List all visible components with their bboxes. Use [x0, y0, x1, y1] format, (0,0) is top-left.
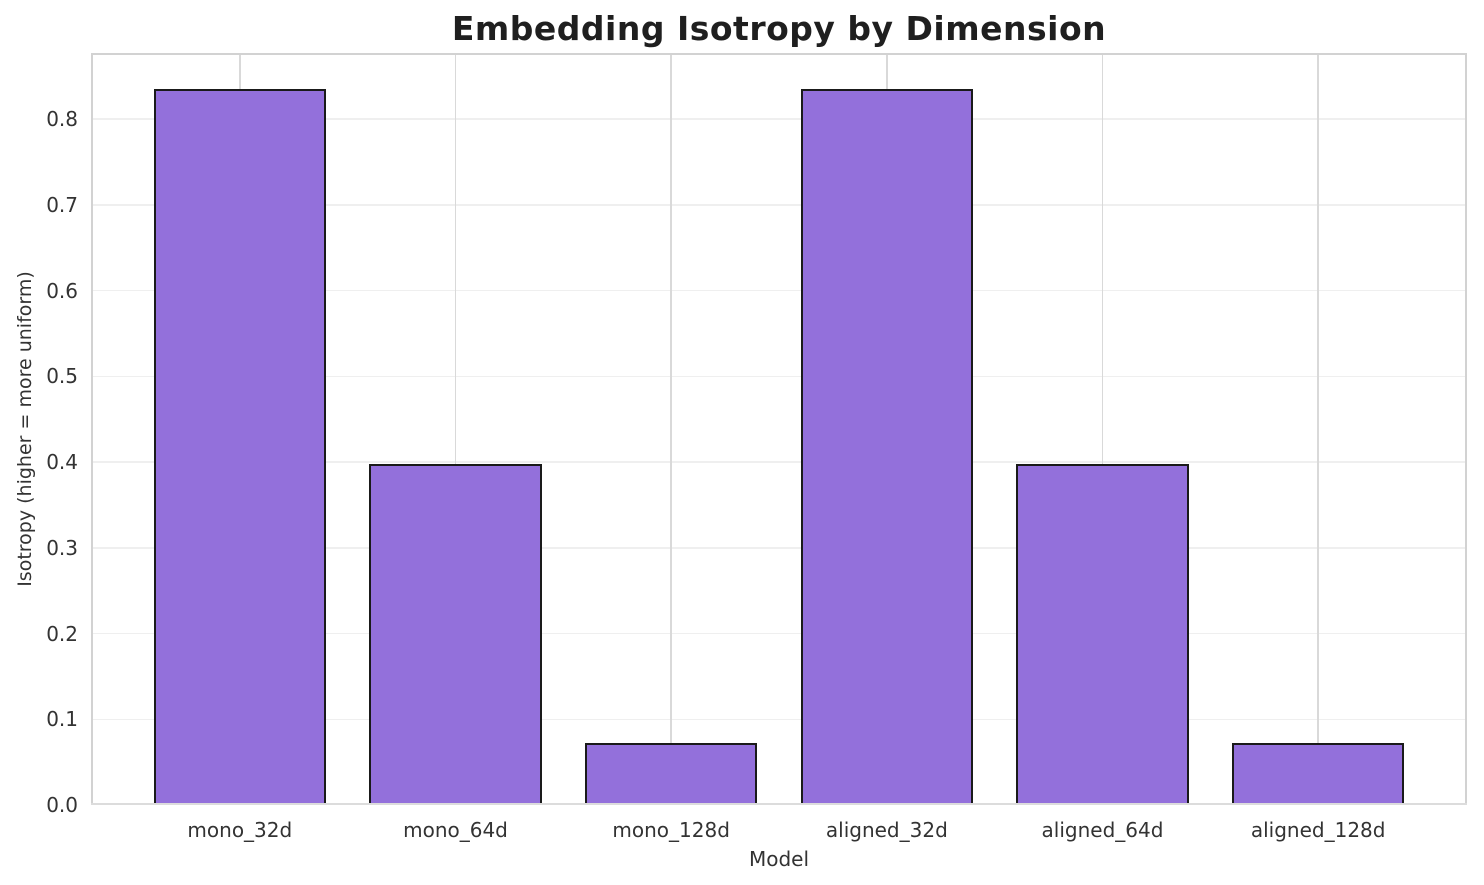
x-gridline [1101, 53, 1104, 805]
y-tick-label: 0.7 [46, 192, 78, 217]
y-gridline [91, 547, 1467, 549]
bar-aligned_64d [1016, 463, 1189, 805]
right-spine [1464, 53, 1467, 805]
y-gridline [91, 718, 1467, 720]
y-tick-label: 0.5 [46, 364, 78, 389]
left-spine [91, 53, 93, 805]
y-tick-label: 0.2 [46, 621, 78, 646]
y-gridline [91, 461, 1467, 463]
y-gridline [91, 289, 1467, 292]
bar-aligned_128d [1231, 743, 1405, 805]
x-tick-label: mono_32d [187, 818, 293, 842]
x-tick-label: aligned_32d [825, 818, 948, 842]
y-tick-label: 0.0 [46, 793, 78, 817]
top-spine [91, 53, 1467, 55]
bar-mono_128d [584, 743, 758, 805]
y-tick-label: 0.8 [46, 107, 78, 132]
bottom-spine [91, 802, 1467, 805]
bar-aligned_32d [800, 89, 974, 805]
x-tick-label: aligned_64d [1041, 818, 1164, 842]
y-tick-label: 0.1 [46, 707, 78, 732]
y-tick-label: 0.4 [46, 450, 78, 474]
y-tick-label: 0.6 [46, 278, 78, 303]
y-gridline [91, 375, 1467, 378]
x-tick-label: mono_64d [403, 818, 508, 842]
bar-mono_64d [369, 463, 542, 805]
y-tick-label: 0.3 [46, 535, 78, 560]
y-gridline [91, 204, 1467, 206]
x-gridline [454, 53, 457, 805]
y-gridline [91, 118, 1467, 120]
plot-area [91, 53, 1467, 805]
bar-mono_32d [153, 89, 327, 805]
x-gridline [670, 53, 672, 805]
x-axis-label: Model [748, 847, 810, 871]
y-gridline [91, 632, 1467, 635]
x-gridline [1317, 53, 1319, 805]
chart-title: Embedding Isotropy by Dimension [451, 9, 1107, 48]
x-tick-label: aligned_128d [1250, 818, 1386, 842]
x-tick-label: mono_128d [612, 818, 730, 842]
